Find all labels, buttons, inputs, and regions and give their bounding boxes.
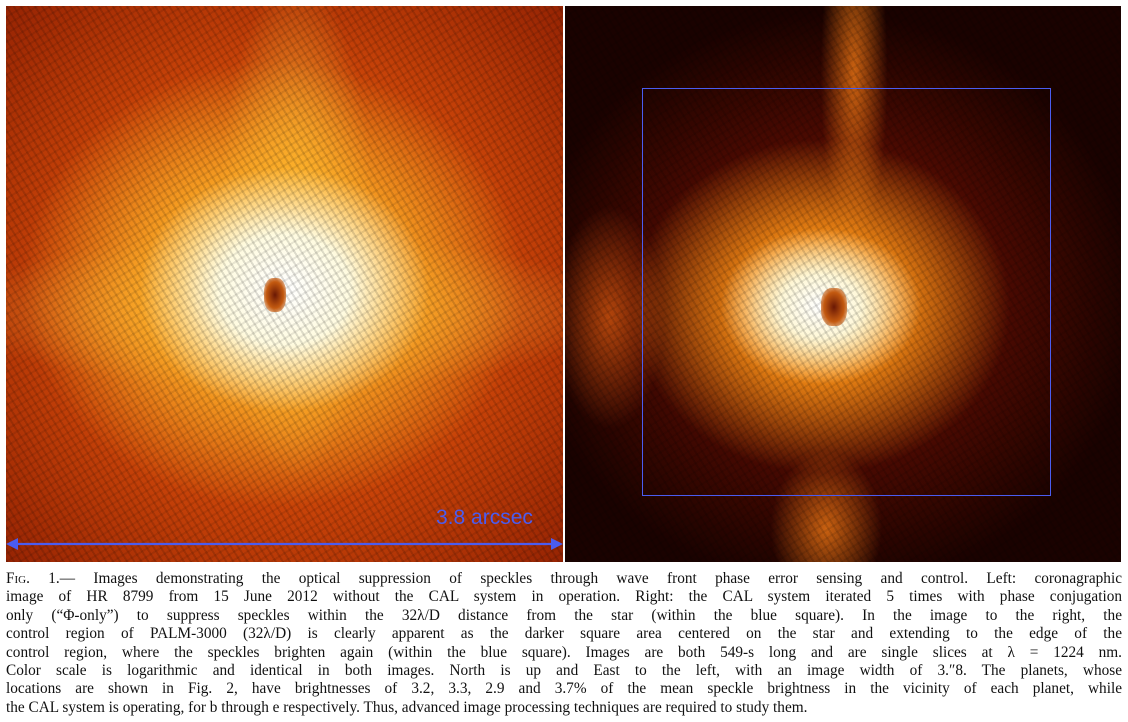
figure-caption: Fig. 1.— Images demonstrating the optica… [6,570,1122,717]
caption-line: locations are shown in Fig. 2, have brig… [6,680,1122,698]
scale-bar [6,538,563,550]
star-core [264,278,286,312]
caption-line: Color scale is logarithmic and identical… [6,662,1122,680]
speckle-texture [565,6,1121,562]
left-image-panel: 3.8 arcsec [6,6,563,562]
caption-line: image of HR 8799 from 15 June 2012 witho… [6,588,1122,606]
figure: 3.8 arcsec [6,6,1121,562]
figure-label: Fig. 1. [6,570,60,587]
caption-line: only (“Φ-only”) to suppress speckles wit… [6,606,1122,624]
caption-line: control region, where the speckles brigh… [6,643,1122,661]
control-region-square [642,88,1051,496]
scale-bar-label: 3.8 arcsec [436,506,533,529]
caption-line: control region of PALM-3000 (32λ/D) is c… [6,625,1122,643]
caption-line: Fig. 1.— Images demonstrating the optica… [6,570,1122,587]
star-core [821,288,847,326]
caption-line: the CAL system is operating, for b throu… [6,698,808,716]
right-image-panel [565,6,1121,562]
